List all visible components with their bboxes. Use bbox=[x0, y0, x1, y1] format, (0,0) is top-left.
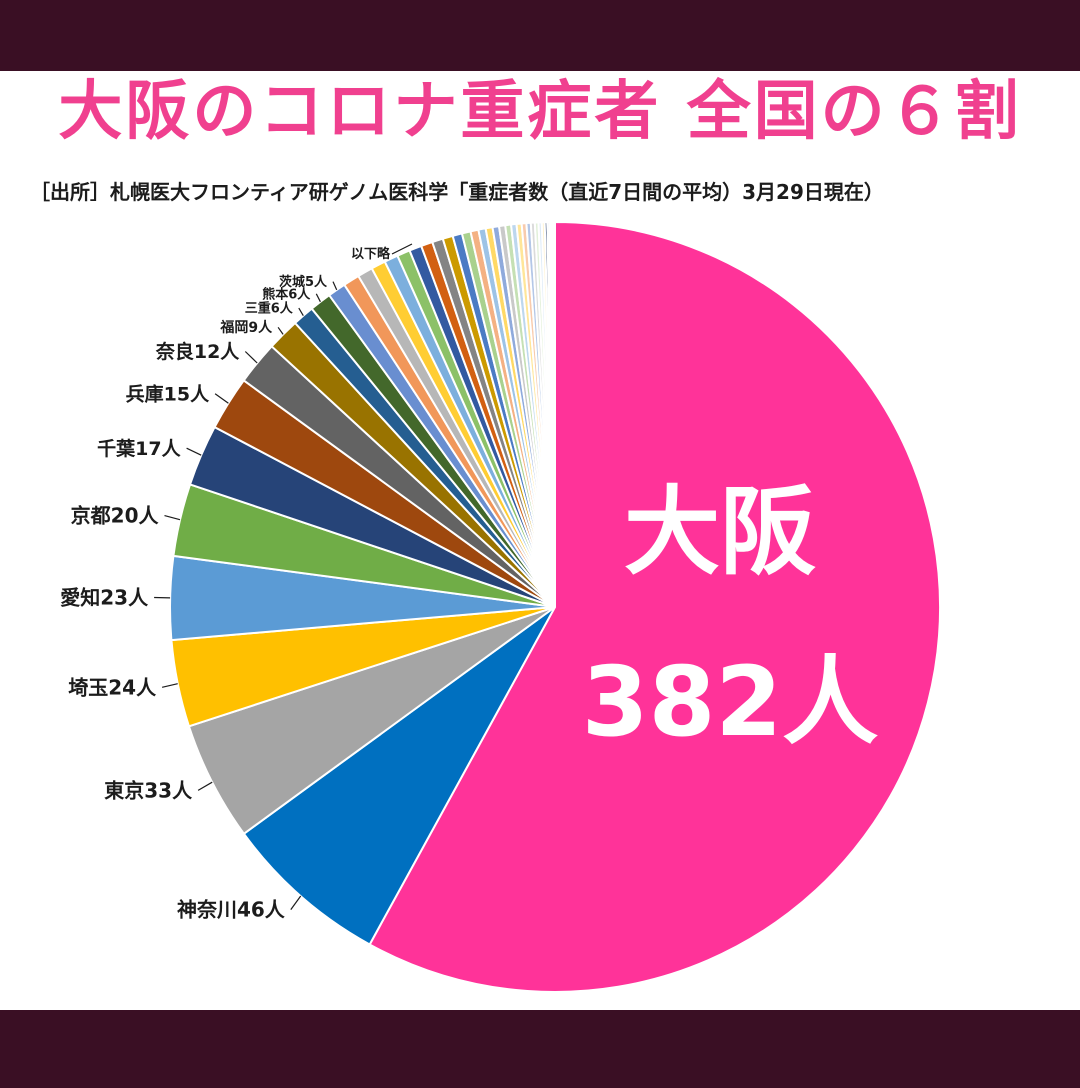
leader-line-千葉 bbox=[186, 447, 202, 456]
slice-label-神奈川: 神奈川46人 bbox=[177, 898, 286, 922]
slice-label-福岡: 福岡9人 bbox=[219, 319, 273, 336]
slice-label-兵庫: 兵庫15人 bbox=[126, 382, 210, 405]
other-label: 以下略 bbox=[351, 246, 391, 262]
chart-source-note: ［出所］札幌医大フロンティア研ゲノム医科学「重症者数（直近7日間の平均）3月29… bbox=[30, 180, 884, 204]
slice-label-千葉: 千葉17人 bbox=[97, 438, 181, 460]
leader-line-奈良 bbox=[244, 351, 258, 364]
pie-labels: 神奈川46人 東京33人 埼玉24人 愛知23人 京都20人 千葉17人 兵庫15人 奈良12… bbox=[60, 246, 391, 922]
leader-line-神奈川 bbox=[290, 895, 302, 910]
leader-line-埼玉 bbox=[161, 683, 178, 688]
callout-osaka-value: 382人 bbox=[582, 646, 878, 758]
pie-slice-神奈川 bbox=[242, 606, 556, 946]
pie-slices bbox=[169, 220, 941, 993]
leader-line-東京 bbox=[197, 781, 213, 791]
leader-line-三重 bbox=[298, 307, 304, 317]
slice-label-奈良: 奈良12人 bbox=[155, 340, 240, 363]
slice-label-愛知: 愛知23人 bbox=[60, 586, 149, 610]
slice-label-埼玉: 埼玉24人 bbox=[68, 675, 157, 699]
callout-osaka-name: 大阪 bbox=[624, 476, 816, 588]
leader-line-熊本 bbox=[315, 293, 321, 303]
leader-line-福岡 bbox=[277, 326, 284, 335]
leader-line-京都 bbox=[164, 515, 181, 521]
slice-label-京都: 京都20人 bbox=[71, 504, 160, 528]
pie-leader-lines bbox=[154, 243, 413, 910]
leader-line-other bbox=[391, 243, 413, 255]
pie-slice-大阪 bbox=[368, 220, 941, 993]
slice-label-三重: 三重6人 bbox=[245, 301, 294, 317]
chart-title: 大阪のコロナ重症者 全国の６割 bbox=[58, 75, 1022, 149]
leader-line-兵庫 bbox=[214, 393, 229, 404]
slice-label-熊本: 熊本6人 bbox=[262, 286, 311, 302]
slice-label-東京: 東京33人 bbox=[104, 778, 193, 802]
leader-line-茨城 bbox=[332, 281, 338, 291]
slice-label-茨城: 茨城5人 bbox=[279, 274, 328, 290]
